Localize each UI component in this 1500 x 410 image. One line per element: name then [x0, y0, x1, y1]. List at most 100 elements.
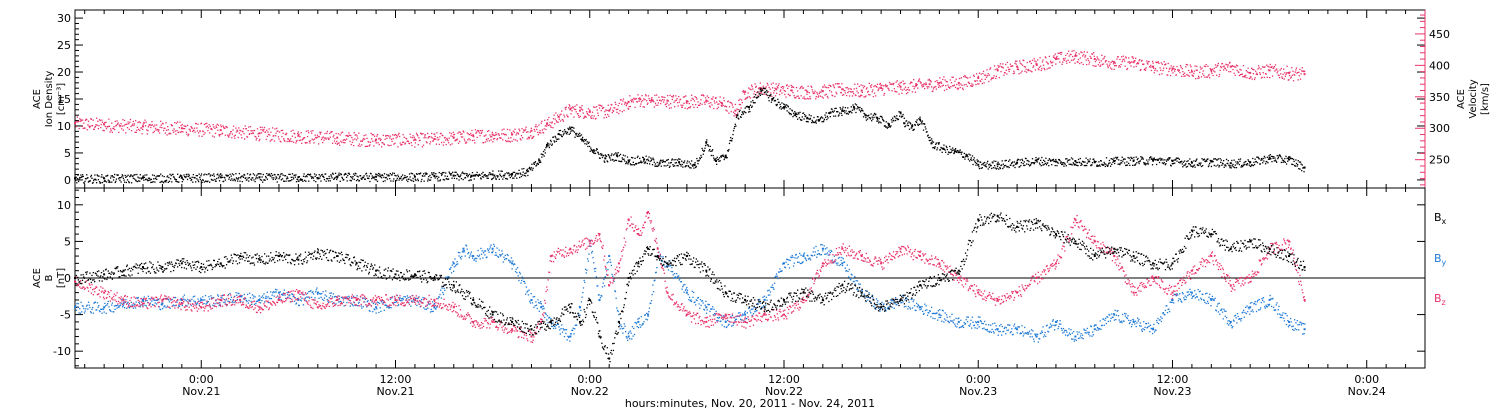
- velocity-sample: [844, 90, 846, 92]
- velocity-sample: [1037, 59, 1039, 61]
- velocity-sample: [338, 142, 340, 144]
- velocity-sample: [973, 75, 975, 77]
- velocity-sample: [999, 65, 1001, 67]
- density-sample: [481, 173, 483, 175]
- velocity-sample: [179, 121, 181, 123]
- density-sample: [1027, 159, 1029, 162]
- density-sample: [194, 177, 196, 179]
- density-sample: [369, 180, 371, 183]
- density-sample: [1097, 165, 1099, 167]
- density-sample: [897, 118, 900, 120]
- velocity-sample: [436, 136, 439, 139]
- by-sample: [152, 304, 154, 306]
- density-sample: [1272, 157, 1274, 159]
- density-sample: [1263, 160, 1265, 162]
- density-sample: [748, 108, 750, 110]
- velocity-sample: [857, 83, 859, 85]
- velocity-sample: [365, 134, 367, 136]
- density-sample: [301, 179, 303, 181]
- velocity-sample: [567, 116, 569, 118]
- density-sample: [855, 104, 858, 106]
- velocity-sample: [310, 130, 312, 132]
- density-sample: [1124, 158, 1126, 160]
- density-sample: [963, 152, 965, 155]
- velocity-sample: [966, 76, 968, 79]
- velocity-sample: [211, 135, 214, 137]
- velocity-sample: [1147, 63, 1149, 65]
- density-sample: [1298, 161, 1301, 163]
- velocity-sample: [95, 117, 98, 119]
- density-sample: [517, 173, 520, 175]
- velocity-sample: [547, 124, 549, 127]
- density-sample: [465, 172, 467, 175]
- velocity-sample: [950, 86, 952, 88]
- density-sample: [203, 174, 205, 176]
- density-sample: [377, 174, 379, 177]
- velocity-sample: [1170, 65, 1172, 67]
- density-sample: [574, 136, 576, 138]
- density-sample: [661, 160, 663, 162]
- velocity-sample: [127, 121, 129, 123]
- velocity-sample: [594, 106, 596, 109]
- density-sample: [889, 126, 891, 128]
- density-sample: [496, 176, 499, 178]
- density-sample: [662, 160, 665, 163]
- density-sample: [848, 110, 850, 113]
- velocity-sample: [714, 102, 716, 104]
- velocity-sample: [661, 96, 663, 98]
- velocity-sample: [266, 129, 268, 131]
- density-sample: [996, 167, 998, 170]
- velocity-sample: [857, 92, 859, 94]
- density-sample: [983, 164, 985, 166]
- density-sample: [703, 150, 705, 152]
- velocity-sample: [324, 132, 326, 135]
- density-sample: [803, 118, 805, 120]
- velocity-sample: [1283, 68, 1285, 70]
- by-point: [1268, 298, 1271, 301]
- velocity-sample: [725, 109, 727, 111]
- density-sample: [228, 178, 230, 180]
- density-sample: [392, 180, 394, 182]
- by-sample: [83, 307, 85, 310]
- velocity-sample: [654, 102, 657, 104]
- density-sample: [857, 106, 859, 108]
- velocity-sample: [902, 80, 904, 82]
- by-sample: [85, 308, 87, 310]
- density-sample: [304, 176, 306, 178]
- b-tick-label: -10: [53, 345, 71, 358]
- density-sample: [710, 150, 712, 152]
- density-sample: [1274, 157, 1276, 159]
- velocity-sample: [1134, 57, 1137, 59]
- density-sample: [174, 178, 176, 181]
- velocity-sample: [479, 135, 481, 137]
- density-sample: [630, 164, 632, 166]
- velocity-sample: [331, 131, 333, 133]
- density-sample: [80, 174, 82, 176]
- density-sample: [216, 177, 218, 180]
- density-sample: [634, 157, 636, 160]
- velocity-sample: [404, 142, 407, 144]
- velocity-sample: [434, 135, 436, 137]
- density-sample: [1285, 163, 1288, 165]
- density-sample: [651, 164, 654, 166]
- velocity-sample: [760, 91, 763, 93]
- velocity-sample: [796, 95, 798, 97]
- density-sample: [1134, 163, 1137, 165]
- by-point: [277, 291, 280, 294]
- density-sample: [935, 143, 937, 146]
- velocity-sample: [130, 130, 133, 132]
- density-sample: [1233, 159, 1235, 161]
- velocity-sample: [832, 84, 834, 86]
- density-sample: [681, 163, 683, 166]
- by-sample: [134, 303, 136, 305]
- velocity-sample: [197, 123, 199, 125]
- velocity-sample: [1061, 63, 1063, 65]
- density-sample: [1014, 163, 1017, 165]
- velocity-sample: [1269, 77, 1271, 79]
- velocity-sample: [90, 118, 92, 120]
- velocity-sample: [1004, 72, 1006, 74]
- density-sample: [1137, 157, 1139, 160]
- velocity-sample: [1018, 73, 1020, 75]
- velocity-sample: [882, 85, 884, 87]
- density-sample: [924, 123, 926, 125]
